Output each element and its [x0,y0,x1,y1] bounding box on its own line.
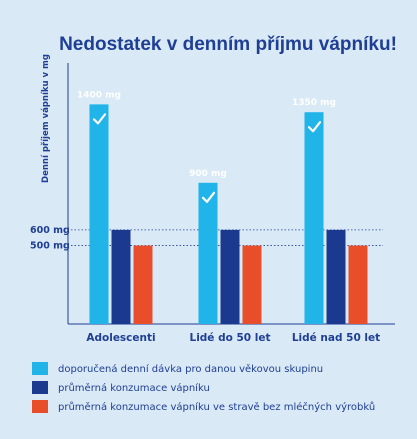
bar [111,229,131,324]
y-axis-title: Denní příjem vápníku v mg [41,54,51,183]
bar-value-label: 900 mg [189,169,227,179]
bar-value-label: 1400 mg [77,90,121,100]
legend-swatch [32,362,48,375]
category-label: Lidé nad 50 let [292,332,380,344]
bar [326,229,346,324]
legend-swatch [32,381,48,394]
chart-title: Nedostatek v denním příjmu vápníku! [59,34,397,55]
bar [198,182,218,324]
bar-value-label: 1350 mg [292,98,336,108]
legend-label: doporučená denní dávka pro danou věkovou… [58,363,323,375]
legend-label: průměrná konzumace vápníku ve stravě bez… [58,401,375,413]
checkmark-icon [307,121,322,133]
checkmark-icon [92,113,107,125]
category-label: Adolescenti [86,332,155,344]
bar [242,245,262,324]
legend-swatch [32,400,48,413]
plot-area: Denní příjem vápníku v mg 600 mg 500 mg 1… [30,54,395,344]
reference-line-label: 600 mg [30,225,70,236]
checkmark-icon [201,191,216,203]
legend-label: průměrná konzumace vápníku [58,382,210,394]
bar [89,104,109,324]
reference-line-label: 500 mg [30,241,70,252]
bar [220,229,240,324]
category-label: Lidé do 50 let [190,332,271,344]
bar [348,245,368,324]
category-labels: Adolescenti Lidé do 50 let Lidé nad 50 let [86,332,380,344]
bars: 1400 mg 900 mg 1350 mg [77,90,368,324]
bar [304,112,324,324]
legend: doporučená denní dávka pro danou věkovou… [32,362,375,413]
bar [133,245,153,324]
